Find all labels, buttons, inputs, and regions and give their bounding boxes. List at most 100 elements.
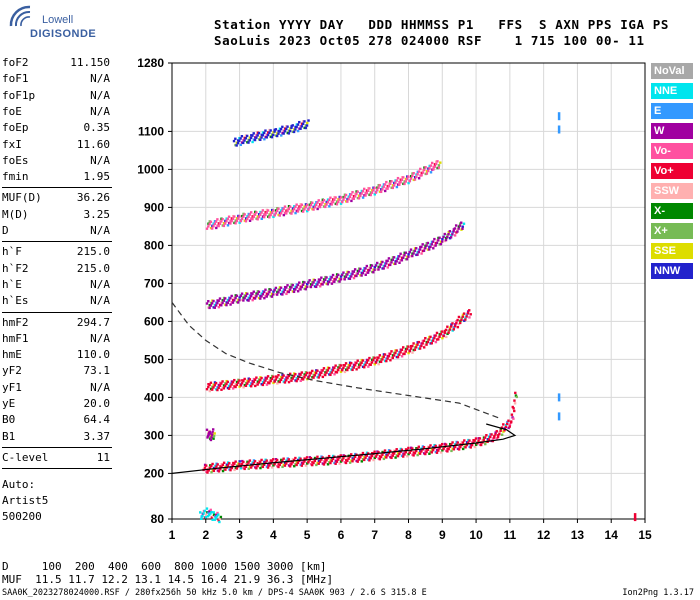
echo-point	[227, 387, 231, 390]
echo-point	[507, 419, 510, 422]
logo-arc-icon	[9, 5, 31, 27]
echo-point	[226, 380, 229, 384]
echo-point	[330, 282, 334, 285]
echo-point	[440, 330, 444, 333]
echo-point	[337, 273, 340, 277]
echo-point	[265, 211, 268, 214]
param-label: foEs	[2, 153, 29, 167]
echo-point	[301, 378, 305, 381]
y-tick-label: 500	[144, 352, 164, 366]
echo-point	[308, 459, 311, 462]
echo-point	[429, 335, 432, 339]
echo-point	[327, 280, 331, 284]
echo-point	[421, 171, 425, 174]
echo-point	[249, 385, 253, 388]
echo-point	[334, 364, 337, 367]
echo-point	[296, 283, 300, 287]
echo-point	[417, 177, 421, 180]
echo-point	[372, 458, 375, 462]
echo-point	[366, 189, 370, 192]
echo-point	[306, 209, 309, 213]
param-row: MUF(D) 36.26	[2, 191, 110, 206]
echo-point	[382, 355, 385, 359]
echo-point	[294, 211, 297, 215]
echo-point	[409, 248, 413, 251]
echo-point	[363, 187, 366, 191]
echo-point	[355, 274, 358, 278]
echo-point	[281, 209, 284, 213]
echo-point	[412, 342, 415, 345]
echo-point	[262, 381, 266, 384]
echo-point	[389, 352, 392, 355]
echo-point	[449, 236, 453, 239]
echo-point	[208, 513, 211, 517]
echo-point	[514, 391, 517, 395]
echo-point	[286, 210, 289, 213]
echo-point	[370, 361, 374, 364]
echo-point	[372, 271, 375, 274]
echo-point	[208, 467, 212, 470]
x-tick-label: 14	[605, 528, 619, 542]
echo-point	[459, 321, 462, 325]
echo-point	[500, 433, 504, 436]
echo-point	[428, 452, 431, 455]
echo-point	[447, 233, 450, 236]
echo-point	[300, 203, 304, 206]
echo-point	[218, 297, 222, 300]
echo-point	[372, 358, 375, 362]
echo-point	[324, 278, 327, 281]
echo-point	[364, 363, 367, 367]
echo-point	[221, 301, 224, 305]
param-value: 215.0	[76, 261, 110, 275]
echo-point	[208, 430, 212, 434]
echo-point	[257, 131, 261, 135]
echo-point	[399, 351, 402, 354]
echo-point	[437, 239, 440, 242]
echo-point	[296, 210, 300, 213]
param-row: foF2 11.150	[2, 56, 110, 71]
echo-point	[279, 378, 283, 382]
echo-point	[244, 465, 248, 469]
param-row: C-level 11	[2, 451, 110, 466]
echo-point	[309, 285, 313, 289]
echo-point	[319, 285, 322, 288]
echo-point	[251, 140, 254, 144]
echo-point	[299, 288, 302, 291]
echo-point	[454, 224, 458, 227]
echo-point	[390, 456, 393, 460]
echo-point	[361, 196, 365, 199]
echo-point	[373, 356, 376, 360]
echo-point	[246, 382, 249, 385]
echo-point	[348, 277, 352, 281]
echo-point	[247, 215, 250, 218]
echo-point	[399, 252, 402, 255]
echo-point	[339, 275, 343, 278]
echo-point	[257, 381, 261, 384]
echo-point	[412, 454, 415, 457]
echo-point	[346, 273, 349, 276]
param-value: N/A	[90, 331, 110, 345]
echo-point	[201, 514, 204, 518]
echo-point	[444, 328, 448, 332]
echo-point	[452, 448, 456, 451]
echo-point	[305, 285, 309, 289]
echo-point	[416, 343, 419, 346]
echo-point	[514, 394, 518, 397]
echo-point	[290, 463, 293, 466]
echo-point	[231, 464, 235, 468]
echo-point	[215, 513, 218, 516]
echo-point	[359, 363, 362, 367]
echo-point	[474, 443, 478, 446]
echo-point	[447, 331, 450, 334]
echo-point	[247, 299, 250, 302]
echo-point	[408, 251, 411, 254]
echo-point	[389, 182, 392, 185]
echo-point	[500, 426, 504, 429]
echo-point	[295, 125, 298, 129]
echo-point	[303, 460, 306, 463]
echo-point	[386, 266, 390, 269]
echo-point	[343, 370, 347, 374]
echo-point	[315, 463, 318, 467]
echo-point	[333, 280, 336, 283]
echo-point	[494, 433, 497, 436]
